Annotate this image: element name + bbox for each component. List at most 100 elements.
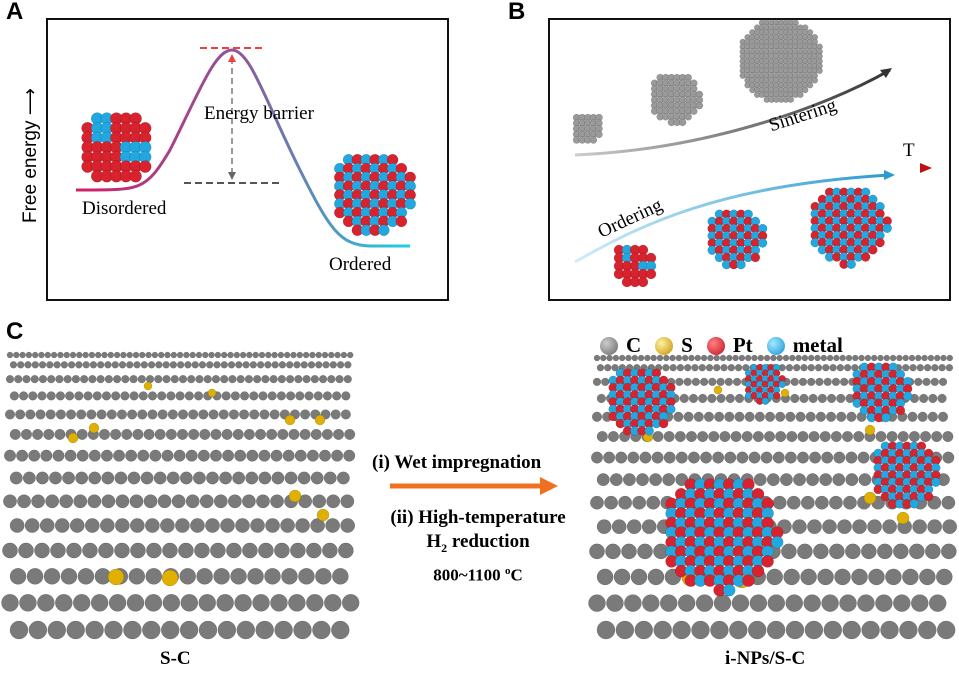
- carbon-atom: [322, 391, 333, 401]
- carbon-atom: [940, 354, 947, 362]
- carbon-atom: [321, 351, 329, 359]
- carbon-atom: [277, 351, 285, 359]
- carbon-atom: [232, 471, 246, 485]
- carbon-atom: [76, 351, 83, 359]
- carbon-atom: [205, 518, 220, 533]
- carbon-atom: [691, 363, 699, 372]
- atom: [751, 564, 765, 578]
- carbon-atom: [195, 374, 204, 384]
- carbon-atom: [933, 354, 941, 362]
- carbon-atom: [675, 377, 684, 387]
- carbon-atom: [340, 351, 348, 359]
- carbon-atom: [46, 391, 56, 401]
- temperature-value: 800~1100: [433, 565, 505, 585]
- carbon-atom: [220, 518, 235, 533]
- reduction-text: reduction: [447, 531, 530, 552]
- carbon-atom: [170, 351, 178, 359]
- carbon-atom: [114, 518, 130, 533]
- carbon-atom: [882, 519, 897, 535]
- panel-b-frame: [548, 18, 951, 301]
- carbon-atom: [329, 361, 338, 369]
- carbon-atom: [601, 377, 610, 387]
- carbon-atom: [63, 351, 70, 359]
- carbon-atom: [315, 351, 322, 359]
- carbon-atom: [64, 449, 77, 462]
- carbon-atom: [19, 594, 37, 612]
- atom: [589, 136, 598, 144]
- carbon-atom: [826, 354, 834, 362]
- atom: [690, 107, 698, 115]
- carbon-atom: [751, 354, 758, 362]
- carbon-atom: [38, 361, 47, 369]
- carbon-atom: [17, 361, 25, 369]
- carbon-atom: [734, 363, 743, 372]
- carbon-atom: [101, 351, 108, 359]
- carbon-atom: [839, 354, 846, 362]
- carbon-atom: [334, 351, 341, 359]
- carbon-atom: [121, 374, 130, 384]
- carbon-atom: [62, 471, 76, 485]
- disordered-nanoparticle: [81, 112, 152, 183]
- carbon-atom: [300, 409, 311, 420]
- carbon-atom: [130, 542, 146, 559]
- carbon-atom: [918, 620, 937, 640]
- carbon-atom: [60, 567, 78, 585]
- carbon-atom: [662, 363, 670, 372]
- carbon-atom: [9, 567, 27, 585]
- carbon-atom: [113, 449, 126, 462]
- carbon-atom: [800, 363, 808, 372]
- carbon-atom: [691, 377, 701, 387]
- carbon-atom: [676, 363, 685, 372]
- carbon-atom: [341, 391, 351, 401]
- carbon-atom: [877, 354, 884, 362]
- carbon-atom: [79, 374, 89, 384]
- carbon-atom: [24, 361, 32, 369]
- carbon-atom: [712, 451, 725, 464]
- carbon-atom: [269, 409, 280, 420]
- atom: [666, 404, 676, 414]
- carbon-atom: [151, 351, 159, 359]
- carbon-atom: [50, 351, 58, 359]
- carbon-atom: [92, 391, 102, 401]
- carbon-atom: [783, 568, 800, 586]
- panel-b-nanoparticles: [572, 19, 892, 288]
- carbon-atom: [55, 594, 73, 612]
- carbon-atom: [35, 471, 49, 485]
- carbon-atom: [126, 361, 134, 369]
- carbon-atom: [258, 542, 274, 559]
- carbon-atom: [107, 351, 115, 359]
- carbon-atom: [100, 449, 113, 462]
- carbon-atom: [868, 568, 885, 586]
- carbon-atom: [295, 391, 305, 401]
- carbon-atom: [749, 594, 768, 612]
- carbon-atom: [603, 451, 616, 464]
- carbon-atom: [921, 354, 928, 362]
- carbon-atom: [216, 594, 234, 612]
- carbon-atom: [175, 391, 185, 401]
- carbon-atom: [938, 377, 948, 387]
- carbon-atom: [814, 363, 823, 372]
- carbon-atom: [910, 594, 929, 612]
- carbon-atom: [76, 428, 88, 440]
- carbon-atom: [785, 363, 794, 372]
- carbon-atom: [245, 471, 259, 485]
- carbon-atom: [716, 377, 725, 387]
- carbon-atom: [162, 374, 171, 384]
- carbon-atom: [137, 374, 146, 384]
- carbon-atom: [297, 471, 311, 485]
- carbon-atom: [31, 361, 39, 369]
- carbon-atom: [896, 354, 903, 362]
- carbon-atom: [157, 494, 172, 509]
- atom: [750, 252, 761, 263]
- carbon-atom: [236, 374, 245, 384]
- carbon-atom: [772, 451, 785, 464]
- carbon-atom: [857, 594, 875, 612]
- carbon-atom: [807, 363, 815, 372]
- carbon-atom: [88, 351, 96, 359]
- atom: [722, 583, 736, 597]
- carbon-atom: [340, 518, 356, 533]
- carbon-atom: [256, 494, 270, 509]
- sulfur-atom: [161, 569, 179, 587]
- atom: [778, 380, 786, 389]
- carbon-atom: [283, 351, 291, 359]
